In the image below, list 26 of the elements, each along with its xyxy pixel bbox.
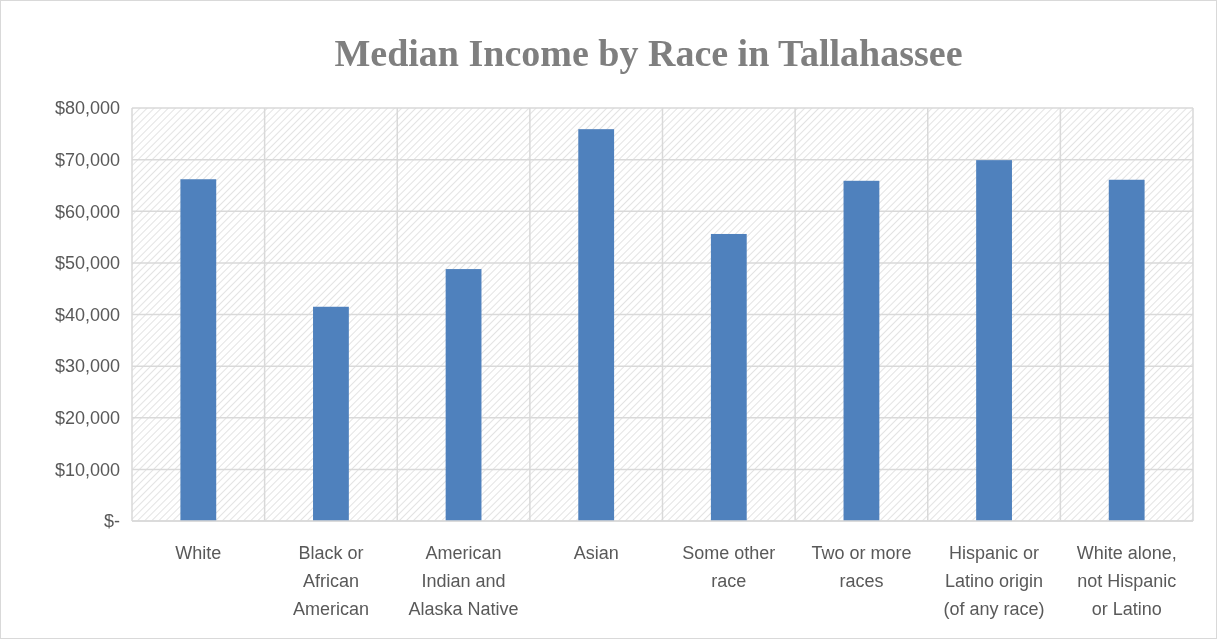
y-tick-label: $30,000 (54, 356, 120, 377)
y-tick-label: $40,000 (54, 304, 120, 325)
bar (1108, 179, 1145, 521)
bar (180, 179, 217, 521)
x-tick-label: White alone, not Hispanic or Latino (1076, 543, 1177, 619)
y-tick-label: $60,000 (54, 201, 120, 222)
x-tick-label: White (175, 543, 222, 563)
x-tick-label: American Indian and Alaska Native (408, 543, 519, 619)
bar (313, 306, 349, 521)
bar (445, 269, 482, 521)
bar (578, 129, 615, 521)
bar (976, 160, 1012, 521)
x-tick-label: Some other race (682, 543, 776, 591)
y-tick-label: $10,000 (54, 459, 120, 480)
bar (710, 233, 747, 521)
y-tick-label: $20,000 (54, 408, 120, 429)
y-tick-label: $80,000 (54, 98, 120, 119)
y-tick-label: $70,000 (54, 149, 120, 170)
x-tick-label: Two or more races (811, 543, 912, 591)
x-tick-label: Asian (573, 543, 619, 563)
x-tick-label: Hispanic or Latino origin (of any race) (943, 543, 1045, 619)
y-tick-label: $50,000 (54, 253, 120, 274)
bar (843, 180, 880, 521)
x-tick-label: Black or African American (292, 543, 369, 619)
chart-title: Median Income by Race in Tallahassee (334, 32, 963, 74)
y-tick-label: $- (103, 511, 120, 532)
